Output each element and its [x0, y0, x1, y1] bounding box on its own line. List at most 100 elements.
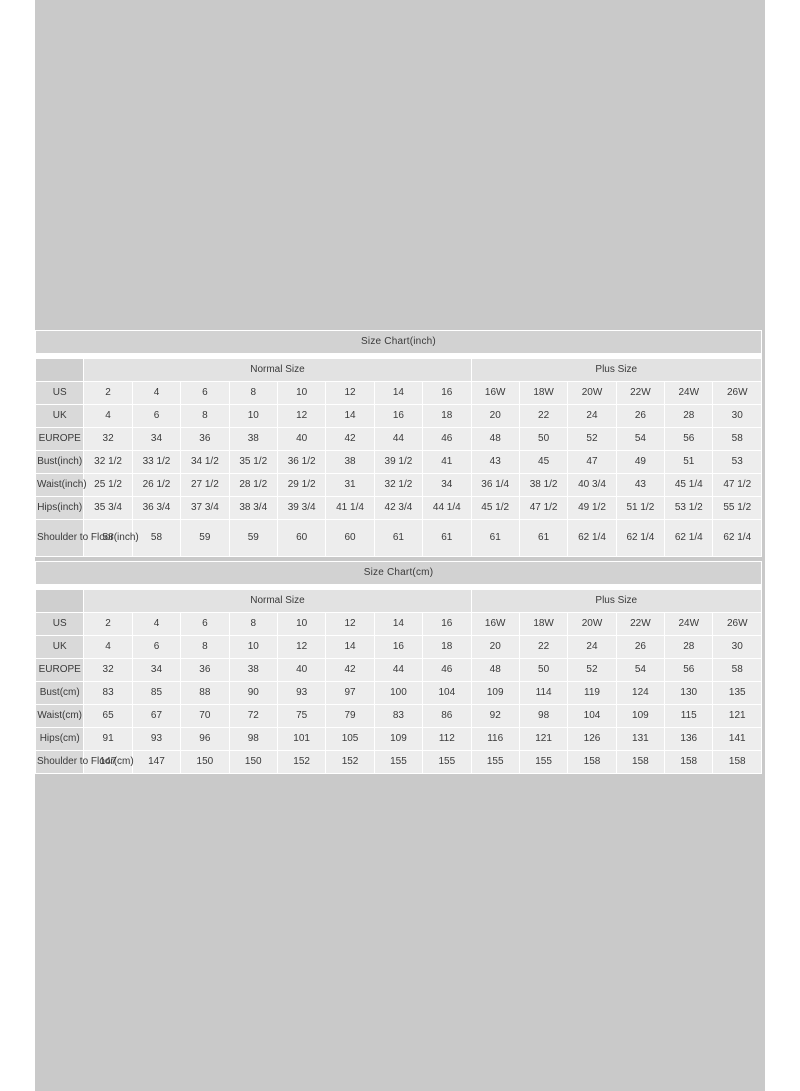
measurement-cell: 18 [422, 404, 472, 428]
measurement-cell: 40 [276, 658, 327, 682]
measurement-cell: 67 [131, 704, 182, 728]
measurement-cell: 45 1/2 [470, 496, 520, 520]
measurement-cell: 65 [83, 704, 133, 728]
measurement-cell: 75 [276, 704, 327, 728]
measurement-cell: 6 [180, 612, 230, 636]
measurement-cell: 91 [83, 727, 133, 751]
measurement-cell: 58 [83, 519, 133, 557]
measurement-cell: 2 [83, 381, 133, 405]
row-label: US [34, 381, 85, 405]
measurement-cell: 50 [518, 427, 569, 451]
measurement-cell: 22W [615, 612, 666, 636]
measurement-cell: 26 1/2 [131, 473, 182, 497]
measurement-cell: 44 [373, 658, 424, 682]
row-label: Hips(cm) [34, 727, 85, 751]
row-label: US [34, 612, 85, 636]
measurement-cell: 34 [131, 427, 182, 451]
measurement-cell: 158 [567, 750, 617, 774]
size-chart-cm: Size Chart(cm) Normal Size Plus Size US 2 4 6 8… [34, 561, 763, 774]
table-row: UK 4 6 8 10 12 14 16 18 20 22 24 26 28 30 [34, 404, 762, 428]
size-table-inch: Size Chart(inch) Normal Size Plus Size US 2 4… [34, 330, 763, 557]
measurement-cell: 112 [422, 727, 472, 751]
measurement-cell: 51 [664, 450, 714, 474]
measurement-cell: 83 [83, 681, 133, 705]
measurement-cell: 22 [518, 404, 569, 428]
measurement-cell: 16 [422, 381, 472, 405]
measurement-cell: 100 [373, 681, 424, 705]
row-label: UK [34, 635, 85, 659]
measurement-cell: 56 [664, 658, 714, 682]
measurement-cell: 147 [131, 750, 182, 774]
measurement-cell: 38 3/4 [228, 496, 278, 520]
size-chart-inch: Size Chart(inch) Normal Size Plus Size US 2 4… [34, 330, 763, 557]
row-label: Bust(inch) [34, 450, 85, 474]
measurement-cell: 35 3/4 [83, 496, 133, 520]
measurement-cell: 40 [276, 427, 327, 451]
measurement-cell: 85 [131, 681, 182, 705]
measurement-cell: 37 3/4 [180, 496, 230, 520]
measurement-cell: 14 [373, 612, 424, 636]
measurement-cell: 10 [228, 635, 278, 659]
measurement-cell: 116 [470, 727, 520, 751]
measurement-cell: 34 1/2 [180, 450, 230, 474]
measurement-cell: 114 [518, 681, 569, 705]
measurement-cell: 98 [518, 704, 569, 728]
measurement-cell: 40 3/4 [567, 473, 617, 497]
measurement-cell: 8 [180, 404, 230, 428]
measurement-cell: 16W [470, 612, 520, 636]
measurement-cell: 29 1/2 [276, 473, 327, 497]
measurement-cell: 2 [83, 612, 133, 636]
measurement-cell: 88 [180, 681, 230, 705]
measurement-cell: 45 1/4 [664, 473, 714, 497]
measurement-cell: 104 [567, 704, 617, 728]
measurement-cell: 136 [664, 727, 714, 751]
measurement-cell: 27 1/2 [180, 473, 230, 497]
measurement-cell: 10 [228, 404, 278, 428]
measurement-cell: 14 [325, 404, 375, 428]
measurement-cell: 36 [180, 427, 230, 451]
measurement-cell: 48 [470, 658, 520, 682]
measurement-cell: 12 [325, 381, 375, 405]
chart-title: Size Chart(cm) [35, 561, 762, 585]
table-corner-cell [34, 589, 85, 613]
table-row: Hips(inch) 35 3/4 36 3/4 37 3/4 38 3/4 39 3/4… [34, 496, 762, 520]
measurement-cell: 47 1/2 [518, 496, 569, 520]
row-label: UK [34, 404, 85, 428]
measurement-cell: 4 [83, 635, 133, 659]
measurement-cell: 16 [422, 612, 472, 636]
measurement-cell: 32 [83, 658, 133, 682]
measurement-cell: 36 1/2 [276, 450, 327, 474]
measurement-cell: 33 1/2 [131, 450, 182, 474]
measurement-cell: 58 [131, 519, 182, 557]
measurement-cell: 52 [567, 658, 617, 682]
measurement-cell: 38 [228, 658, 278, 682]
measurement-cell: 61 [470, 519, 520, 557]
measurement-cell: 31 [325, 473, 375, 497]
measurement-cell: 53 [712, 450, 762, 474]
measurement-cell: 50 [518, 658, 569, 682]
measurement-cell: 86 [422, 704, 472, 728]
measurement-cell: 8 [228, 612, 278, 636]
measurement-cell: 109 [615, 704, 666, 728]
row-label: Hips(inch) [34, 496, 85, 520]
measurement-cell: 25 1/2 [83, 473, 133, 497]
table-row: Shoulder to Floor(cm)1471471501501521521… [34, 750, 762, 774]
measurement-cell: 52 [567, 427, 617, 451]
measurement-cell: 32 [83, 427, 133, 451]
measurement-cell: 8 [180, 635, 230, 659]
measurement-cell: 90 [228, 681, 278, 705]
measurement-cell: 98 [228, 727, 278, 751]
measurement-cell: 35 1/2 [228, 450, 278, 474]
measurement-cell: 109 [373, 727, 424, 751]
chart-title: Size Chart(inch) [35, 330, 762, 354]
measurement-cell: 130 [664, 681, 714, 705]
measurement-cell: 43 [470, 450, 520, 474]
measurement-cell: 28 [664, 635, 714, 659]
measurement-cell: 20W [567, 612, 617, 636]
measurement-cell: 12 [325, 612, 375, 636]
row-label: EUROPE [34, 427, 85, 451]
row-label: Waist(inch) [34, 473, 87, 497]
measurement-cell: 18 [422, 635, 472, 659]
measurement-cell: 97 [325, 681, 375, 705]
